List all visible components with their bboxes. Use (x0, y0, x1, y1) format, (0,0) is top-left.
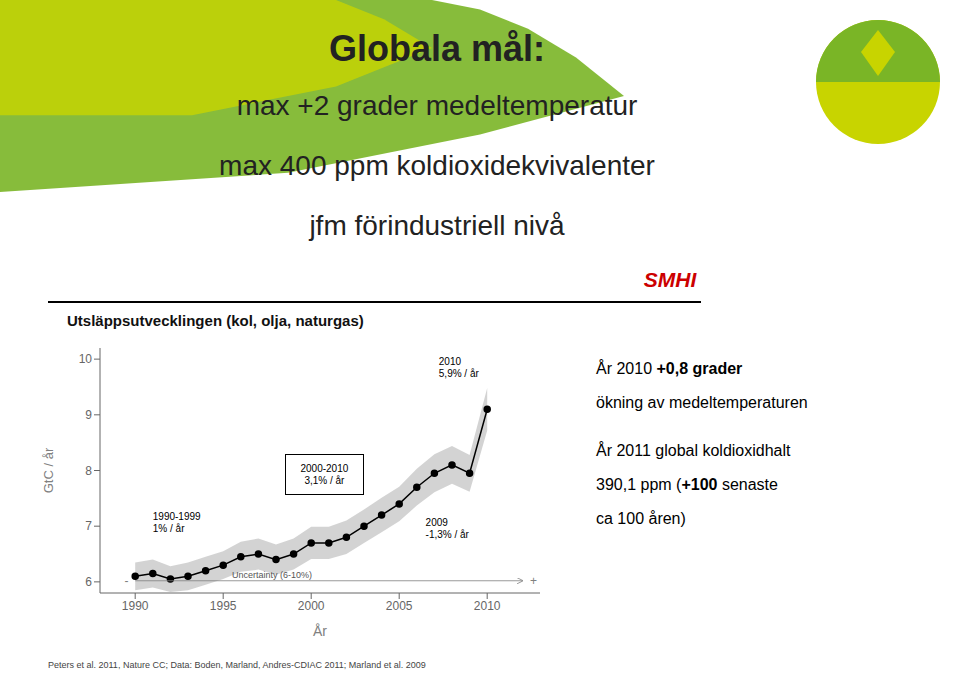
svg-text:År: År (313, 623, 327, 638)
html-text:max +2 grader medeltemperatur: max +2 grader medeltemperatur (236, 90, 638, 121)
svg-text:6: 6 (85, 575, 92, 589)
html-text:År 2011 global koldioxidhalt: År 2011 global koldioxidhalt (596, 442, 791, 459)
svg-text:1995: 1995 (210, 599, 237, 613)
html-text:max 400 ppm koldioxidekvivalen: max 400 ppm koldioxidekvivalenter (219, 150, 655, 181)
html-text:Peters et al. 2011, Nature CC;: Peters et al. 2011, Nature CC; Data: Bod… (48, 660, 426, 670)
svg-text:GtC / år: GtC / år (41, 447, 56, 493)
html-text:ökning av medeltemperaturen: ökning av medeltemperaturen (596, 394, 808, 411)
html-text:SMHI: SMHI (643, 268, 697, 291)
svg-text:-: - (124, 574, 128, 588)
html-text:-1,3% / år: -1,3% / år (425, 529, 469, 541)
html-text:2009: 2009 (425, 517, 448, 529)
svg-text:2000: 2000 (298, 599, 325, 613)
html-text:3,1% / år: 3,1% / år (304, 474, 345, 486)
html-text:ca 100 åren): ca 100 åren) (596, 510, 686, 527)
html-text:År 2010 +0,8 grader: År 2010 +0,8 grader (596, 360, 743, 377)
svg-text:10: 10 (79, 352, 93, 366)
svg-text:2010: 2010 (474, 599, 501, 613)
html-text:2010: 2010 (438, 355, 461, 367)
svg-text:9: 9 (85, 408, 92, 422)
svg-text:Uncertainty (6-10%): Uncertainty (6-10%) (232, 570, 312, 580)
svg-text:+: + (530, 574, 537, 588)
svg-text:8: 8 (85, 464, 92, 478)
svg-text:2005: 2005 (386, 599, 413, 613)
svg-text:1990: 1990 (122, 599, 149, 613)
html-text:jfm förindustriell nivå: jfm förindustriell nivå (309, 210, 565, 241)
html-text:Globala mål:: Globala mål: (329, 28, 545, 69)
html-text:1990-1999: 1990-1999 (152, 511, 201, 523)
svg-text:7: 7 (85, 519, 92, 533)
html-text:5,9% / år: 5,9% / år (438, 367, 479, 379)
html-text:1% / år: 1% / år (152, 523, 185, 535)
html-text:390,1 ppm (+100 senaste: 390,1 ppm (+100 senaste (596, 476, 778, 493)
html-text:Utsläppsutvecklingen (kol, olj: Utsläppsutvecklingen (kol, olja, naturga… (67, 312, 364, 329)
html-text:2000-2010: 2000-2010 (300, 462, 349, 474)
